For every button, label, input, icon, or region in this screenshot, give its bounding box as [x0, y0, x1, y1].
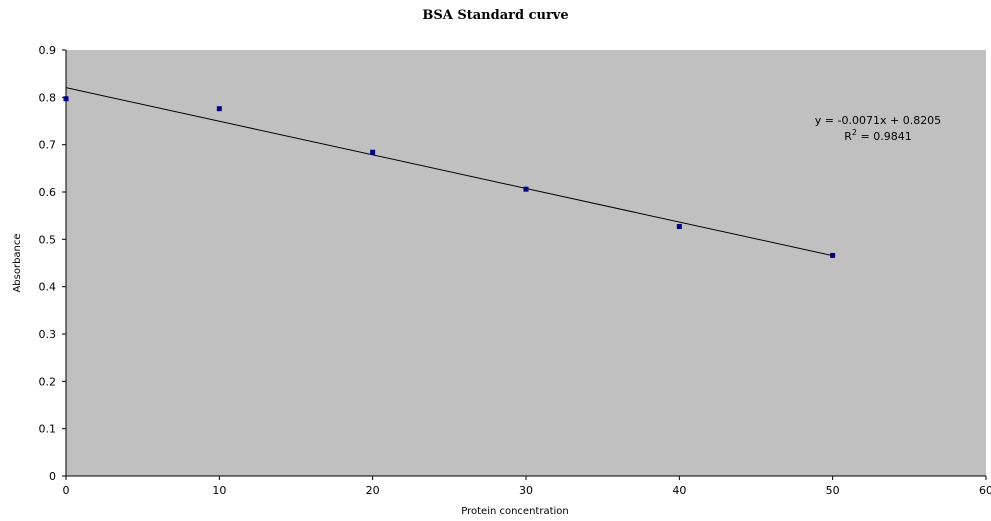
y-tick-label: 0.4 [39, 281, 57, 294]
x-tick-label: 50 [826, 484, 840, 497]
data-point [63, 96, 69, 102]
y-tick-label: 0.2 [39, 375, 57, 388]
y-axis-title: Absorbance [12, 233, 23, 292]
y-tick-group: 0 0.1 0.2 0.3 0.4 0.5 0.6 0.7 0.8 0.9 [39, 44, 66, 483]
data-point [676, 224, 682, 230]
data-point [830, 252, 836, 258]
chart-title: BSA Standard curve [422, 8, 569, 23]
trendline [65, 87, 833, 257]
y-tick-label: 0 [49, 470, 56, 483]
r-squared-value: = 0.9841 [857, 130, 912, 143]
r-squared-exponent: 2 [852, 128, 857, 137]
r-squared-label: R2 = 0.9841 [844, 128, 911, 143]
x-tick-label: 30 [519, 484, 533, 497]
y-tick-label: 0.5 [39, 233, 57, 246]
x-tick-group: 0 10 20 30 40 50 60 [63, 476, 991, 497]
y-tick-label: 0.1 [39, 423, 57, 436]
x-axis-title: Protein concentration [461, 506, 569, 517]
trendline-equation: y = -0.0071x + 0.8205 [815, 114, 941, 127]
x-tick-label: 0 [63, 484, 70, 497]
x-tick-label: 20 [366, 484, 380, 497]
y-tick-label: 0.9 [39, 44, 57, 57]
data-point [216, 106, 222, 112]
y-tick-label: 0.8 [39, 91, 57, 104]
data-point [523, 186, 529, 192]
x-tick-label: 10 [212, 484, 226, 497]
y-tick-label: 0.6 [39, 186, 57, 199]
y-tick-label: 0.7 [39, 139, 57, 152]
x-tick-label: 60 [979, 484, 991, 497]
data-point [370, 149, 376, 155]
r-squared-prefix: R [844, 130, 852, 143]
data-points [63, 96, 836, 258]
y-tick-label: 0.3 [39, 328, 57, 341]
x-tick-label: 40 [672, 484, 686, 497]
